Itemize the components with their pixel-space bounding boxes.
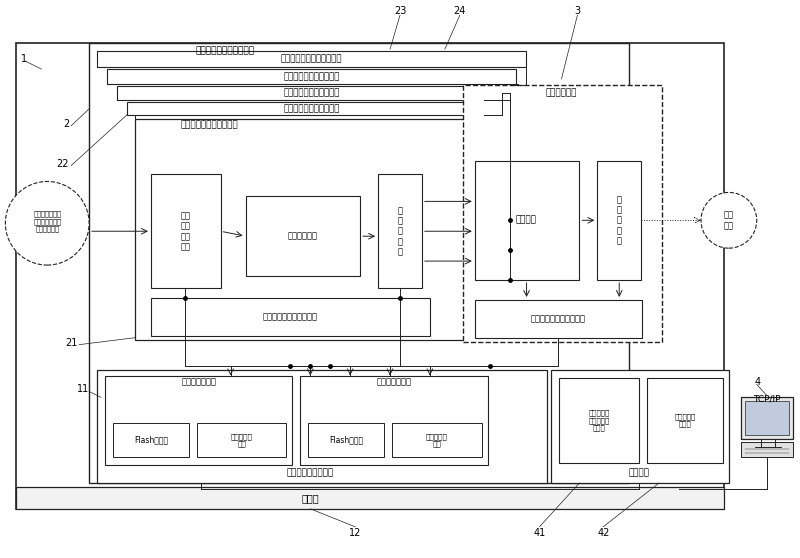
Text: 第一可编程逻辑电路模块: 第一可编程逻辑电路模块 — [181, 121, 238, 129]
Bar — [107, 69, 515, 84]
Text: 第四可编程逻辑电路模块: 第四可编程逻辑电路模块 — [283, 73, 339, 81]
Bar — [16, 43, 724, 509]
Text: 12: 12 — [349, 528, 362, 538]
Bar — [127, 102, 496, 115]
Text: 主微控制器模块: 主微控制器模块 — [182, 377, 216, 386]
Bar — [300, 376, 488, 465]
Text: 输
出
存
储
器: 输 出 存 储 器 — [398, 206, 402, 257]
Bar — [462, 85, 662, 341]
Text: 控制逻辑电路: 控制逻辑电路 — [287, 232, 318, 240]
Text: 21: 21 — [65, 338, 77, 348]
Text: 1: 1 — [22, 54, 27, 64]
Text: 安全联锁系统嵌入式设备: 安全联锁系统嵌入式设备 — [196, 47, 255, 56]
Bar — [197, 424, 286, 457]
Text: 22: 22 — [57, 158, 69, 169]
Bar — [16, 487, 724, 509]
Bar — [741, 397, 793, 439]
Text: 充电电池及
充电管理电
路模块: 充电电池及 充电管理电 路模块 — [589, 410, 610, 431]
Bar — [308, 424, 384, 457]
Bar — [559, 378, 639, 463]
Text: 2: 2 — [63, 119, 69, 129]
Text: 电源模块: 电源模块 — [629, 469, 650, 478]
Text: 缓冲存储器读写控制电路: 缓冲存储器读写控制电路 — [263, 312, 318, 321]
Bar — [378, 174, 422, 288]
Circle shape — [6, 181, 89, 265]
Text: 以太网接口
电路: 以太网接口 电路 — [230, 433, 253, 448]
Text: 以太网: 以太网 — [302, 493, 319, 503]
Text: 输
出
存
储
器: 输 出 存 储 器 — [617, 195, 622, 246]
Text: 第三可编程逻辑电路模块: 第三可编程逻辑电路模块 — [283, 88, 339, 98]
Text: 表决电路模块: 表决电路模块 — [546, 88, 577, 98]
Bar — [97, 51, 526, 67]
Bar — [598, 161, 641, 280]
Bar — [117, 86, 506, 100]
Text: 输出
信号: 输出 信号 — [724, 210, 734, 230]
Bar — [647, 378, 723, 463]
Bar — [135, 119, 484, 340]
Circle shape — [701, 193, 757, 248]
Text: 从微控制器模块: 从微控制器模块 — [377, 377, 411, 386]
Bar — [246, 196, 360, 276]
Text: 缓冲存储器读写控制电路: 缓冲存储器读写控制电路 — [531, 314, 586, 323]
Text: TCP/IP: TCP/IP — [753, 395, 781, 404]
Bar — [392, 424, 482, 457]
Text: 23: 23 — [394, 6, 406, 16]
Bar — [97, 369, 547, 483]
Text: 双冒余微控制器模块: 双冒余微控制器模块 — [286, 469, 334, 478]
Text: 41: 41 — [534, 528, 546, 538]
Bar — [113, 424, 189, 457]
Text: 四冒余的安全联
锁子系统运行状
态和故障信号: 四冒余的安全联 锁子系统运行状 态和故障信号 — [34, 210, 62, 232]
Bar — [151, 174, 221, 288]
Text: 4: 4 — [754, 377, 761, 387]
Text: 直流电源电
路模块: 直流电源电 路模块 — [674, 413, 696, 427]
Text: 四冒余可编程逻辑电路模块: 四冒余可编程逻辑电路模块 — [281, 55, 342, 64]
Text: 输入
逻辑
与存
储器: 输入 逻辑 与存 储器 — [181, 211, 190, 251]
Text: 42: 42 — [597, 528, 610, 538]
Text: 24: 24 — [454, 6, 466, 16]
Bar — [89, 43, 630, 483]
Text: Flash存储器: Flash存储器 — [134, 436, 168, 445]
Text: 第二可编程逻辑电路模块: 第二可编程逻辑电路模块 — [283, 104, 339, 113]
Bar — [745, 401, 789, 435]
Text: 以太网接口
电路: 以太网接口 电路 — [426, 433, 448, 448]
Bar — [151, 298, 430, 336]
Bar — [105, 376, 292, 465]
Bar — [741, 442, 793, 457]
Text: Flash存储器: Flash存储器 — [329, 436, 363, 445]
Bar — [551, 369, 729, 483]
Text: 3: 3 — [574, 6, 581, 16]
Text: 11: 11 — [77, 384, 90, 395]
Text: 表决逻辑: 表决逻辑 — [516, 216, 537, 225]
Bar — [474, 300, 642, 338]
Bar — [474, 161, 579, 280]
